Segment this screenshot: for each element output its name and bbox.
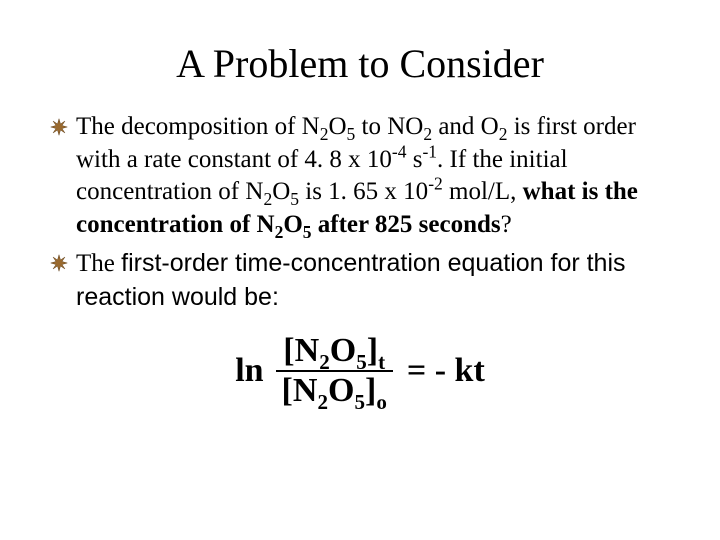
bullet-1: The decomposition of N2O5 to NO2 and O2 … (50, 111, 670, 241)
bullet-1-text: The decomposition of N2O5 to NO2 and O2 … (76, 111, 670, 241)
eq-fraction: [N2O5]t [N2O5]o (276, 332, 393, 410)
eq-numerator: [N2O5]t (277, 332, 391, 370)
eq-ln: ln (235, 354, 263, 388)
equation: ln [N2O5]t [N2O5]o = - kt (50, 332, 670, 410)
bullet-2: The first-order time-concentration equat… (50, 247, 670, 314)
slide-title: A Problem to Consider (50, 40, 670, 87)
bullet-2-text: The first-order time-concentration equat… (76, 247, 670, 314)
starburst-icon (50, 254, 68, 272)
eq-denominator: [N2O5]o (276, 372, 393, 410)
eq-rhs: = - kt (407, 354, 485, 388)
starburst-icon (50, 118, 68, 136)
